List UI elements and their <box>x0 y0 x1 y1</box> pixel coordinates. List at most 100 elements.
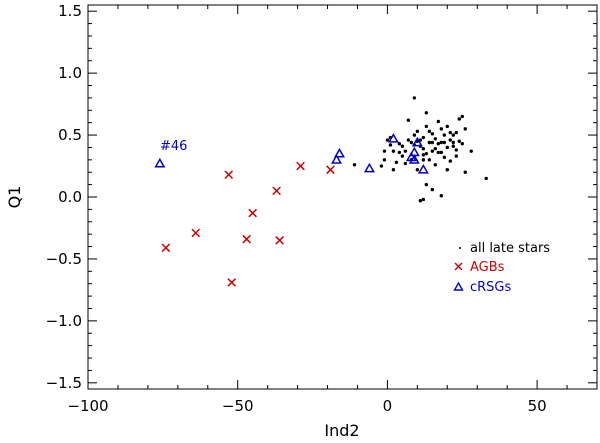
late-star-point <box>424 111 429 115</box>
legend-item-late-stars: all late stars <box>459 241 550 256</box>
late-star-point <box>406 138 411 142</box>
late-star-point <box>397 150 402 155</box>
late-star-point <box>460 114 464 119</box>
x-tick-label: 50 <box>528 397 547 415</box>
x-tick-label: 0 <box>383 397 393 415</box>
crsg-point <box>331 154 343 164</box>
late-star-point <box>454 130 458 135</box>
agb-point <box>161 243 171 253</box>
agb-point <box>191 228 201 238</box>
late-star-point <box>457 117 461 121</box>
crsg-point <box>363 162 375 173</box>
y-tick-label: 1.5 <box>58 2 82 20</box>
late-star-point <box>439 127 444 131</box>
legend: all late stars AGBs cRSGs <box>453 241 550 295</box>
late-star-point <box>439 150 444 155</box>
late-star-point <box>412 133 417 137</box>
y-tick-label: 0.5 <box>58 126 82 144</box>
late-star-point <box>388 143 393 147</box>
crsg-point <box>334 147 345 158</box>
late-star-point <box>418 199 423 203</box>
legend-label-late-stars: all late stars <box>470 241 550 256</box>
crsg-point <box>417 164 429 174</box>
late-star-point <box>394 160 399 165</box>
late-star-point <box>415 168 420 172</box>
late-star-point <box>442 133 446 137</box>
late-star-point <box>352 163 357 167</box>
agb-point <box>296 161 305 171</box>
late-star-point <box>463 127 467 131</box>
late-star-point <box>445 124 449 129</box>
late-star-point <box>412 96 417 100</box>
y-axis-label: Q1 <box>5 186 24 209</box>
late-star-point <box>427 129 432 134</box>
late-star-point <box>460 142 464 146</box>
y-tick-label: 0.0 <box>58 188 82 206</box>
plot-frame <box>87 4 598 390</box>
late-star-point <box>433 163 438 167</box>
late-star-point <box>445 168 449 172</box>
late-star-point <box>403 149 408 153</box>
late-star-point <box>421 158 426 162</box>
x-tick-label: −100 <box>67 397 108 415</box>
late-star-point <box>451 144 455 148</box>
legend-triangle-icon <box>453 281 464 291</box>
late-star-point <box>400 144 405 148</box>
late-star-point <box>451 133 455 137</box>
late-star-point <box>424 151 429 156</box>
late-star-point <box>469 149 473 153</box>
late-star-point <box>391 168 396 172</box>
crsg-point <box>387 133 399 143</box>
late-star-point <box>484 176 488 181</box>
y-tick-label: −1.5 <box>46 374 82 392</box>
agb-point <box>224 170 234 180</box>
y-tick-label: −1.0 <box>46 312 82 330</box>
late-star-point <box>430 132 435 136</box>
late-star-point <box>424 124 429 129</box>
late-star-point <box>385 138 390 142</box>
axis-tick-labels: −100 −50 0 50 −1.5 −1.0 −0.5 0.0 0.5 1.0 1.5 <box>46 2 547 415</box>
x-axis-label: Ind2 <box>324 421 359 440</box>
late-star-point <box>421 135 426 140</box>
late-star-point <box>436 119 441 124</box>
series-agbs <box>161 161 335 287</box>
series-crsgs <box>154 133 429 174</box>
late-star-point <box>424 182 429 187</box>
late-star-point <box>433 146 438 151</box>
late-star-point <box>391 149 396 153</box>
late-star-point <box>382 158 387 162</box>
late-star-point <box>451 140 455 145</box>
late-star-point <box>436 142 441 146</box>
late-star-point <box>397 142 402 146</box>
late-star-point <box>427 140 432 145</box>
late-star-point <box>382 149 387 153</box>
agb-point <box>326 165 335 175</box>
late-star-point <box>421 146 426 151</box>
late-star-point <box>400 154 405 158</box>
late-star-point <box>439 140 444 145</box>
late-star-point <box>421 197 426 202</box>
late-star-point <box>448 130 452 135</box>
late-star-point <box>403 161 408 166</box>
agb-point <box>242 234 252 244</box>
crsg-point <box>154 157 166 168</box>
late-star-point <box>448 159 452 163</box>
late-star-point <box>442 140 446 145</box>
late-star-point <box>442 155 446 160</box>
legend-label-crsgs: cRSGs <box>470 280 512 295</box>
agb-point <box>275 236 284 245</box>
agb-point <box>227 278 237 287</box>
late-star-point <box>409 140 414 145</box>
y-tick-label: 1.0 <box>58 64 82 82</box>
y-tick-label: −0.5 <box>46 250 82 268</box>
late-star-point <box>433 137 438 141</box>
late-star-point <box>448 138 452 142</box>
late-star-point <box>454 148 458 152</box>
legend-dot-icon <box>459 247 461 249</box>
legend-item-agbs: AGBs <box>454 260 505 275</box>
late-star-point <box>421 153 426 157</box>
annotation-46: #46 <box>160 139 187 154</box>
late-star-point <box>430 140 435 145</box>
late-star-point <box>454 154 458 158</box>
